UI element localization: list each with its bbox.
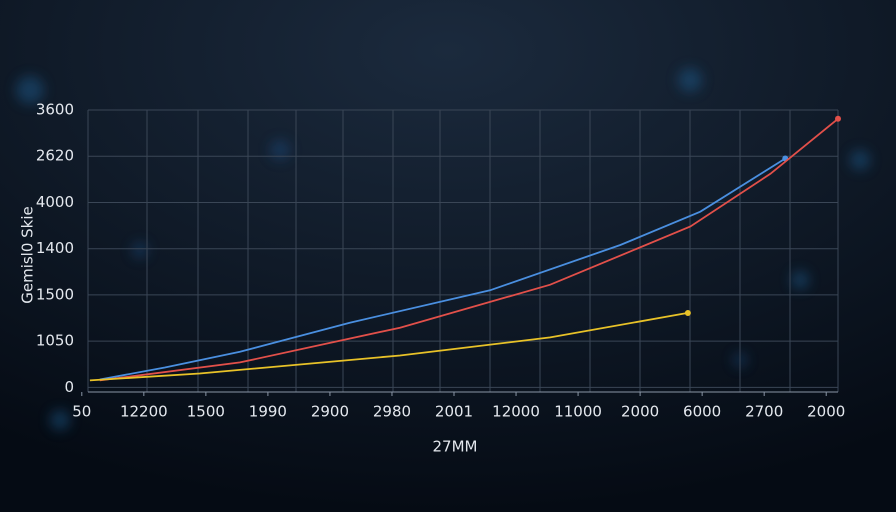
y-tick-label: 1500: [36, 285, 74, 303]
x-tick-label: 12000: [492, 403, 540, 421]
x-tick-label: 2000: [807, 403, 845, 421]
x-tick-label: 1500: [187, 403, 225, 421]
series-line: [99, 157, 786, 381]
y-tick-label: 4000: [36, 193, 74, 211]
x-axis-label: 27MM: [433, 438, 478, 456]
series-line: [89, 312, 689, 382]
x-tick-label: 6000: [683, 403, 721, 421]
x-tick-label: 50: [72, 403, 91, 421]
x-tick-label: 12200: [120, 403, 168, 421]
y-tick-label: 1050: [36, 332, 74, 350]
x-tick-label: 2980: [373, 403, 411, 421]
y-tick-label: 2620: [36, 147, 74, 165]
x-tick-label: 2000: [621, 403, 659, 421]
x-tick-label: 2001: [435, 403, 473, 421]
x-tick-label: 2900: [311, 403, 349, 421]
end-point: [835, 115, 841, 122]
x-tick-label: 11000: [554, 403, 602, 421]
grid: [87, 110, 839, 393]
y-tick-label: 0: [64, 378, 74, 396]
bokeh: [16, 68, 870, 430]
end-point: [684, 309, 691, 316]
x-tick-label: 1990: [249, 403, 287, 421]
series-line: [99, 118, 839, 382]
y-axis-label: Gemisl0 Skie: [19, 206, 37, 304]
x-tick-label: 2700: [745, 403, 783, 421]
y-tick-label: 1400: [36, 239, 74, 257]
y-tick-label: 3600: [36, 101, 74, 119]
